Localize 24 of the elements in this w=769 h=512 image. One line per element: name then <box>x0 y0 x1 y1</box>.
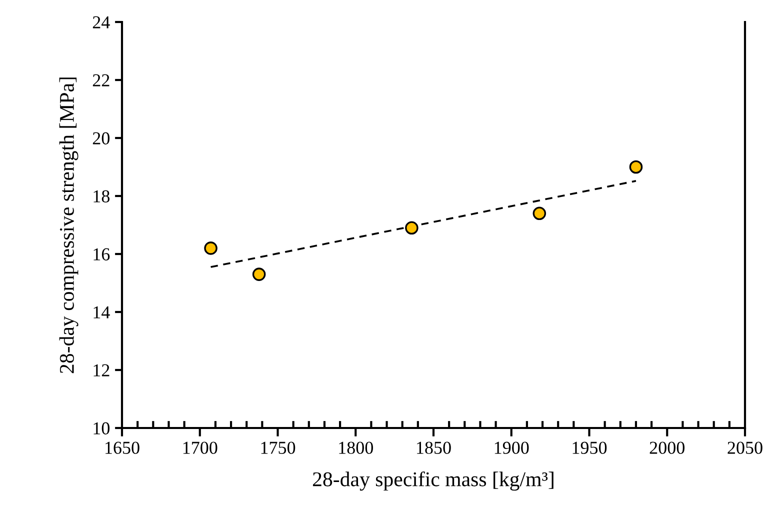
x-tick-label: 1800 <box>339 442 373 454</box>
point <box>204 242 218 255</box>
y-tick-label: 20 <box>92 132 110 144</box>
x-tick-label: 1750 <box>261 442 296 454</box>
y-tick-label: 16 <box>94 248 110 260</box>
y-tick-label: 24 <box>92 16 110 28</box>
x-tick-label: 1700 <box>183 442 218 454</box>
x-tick-label: 2050 <box>728 442 762 454</box>
x-tick-label: 1650 <box>106 442 140 454</box>
y-tick-label: 10 <box>94 422 110 434</box>
point <box>532 206 546 220</box>
point <box>252 268 266 281</box>
y-tick-label: 12 <box>94 364 110 376</box>
x-axis-title: 28-day specific mass [kg/m³] <box>312 471 554 491</box>
x-tick-label: 1950 <box>572 442 607 454</box>
point <box>405 221 418 235</box>
point <box>629 160 643 174</box>
x-tick-label: 1850 <box>417 442 451 454</box>
x-tick-label: 1900 <box>494 442 529 454</box>
y-tick-label: 22 <box>92 74 110 86</box>
y-axis-title: 28-day compressive strength [MPa] <box>59 78 78 374</box>
y-tick-label: 14 <box>94 306 110 318</box>
y-tick-label: 18 <box>94 190 110 202</box>
x-tick-label: 2000 <box>650 442 684 454</box>
